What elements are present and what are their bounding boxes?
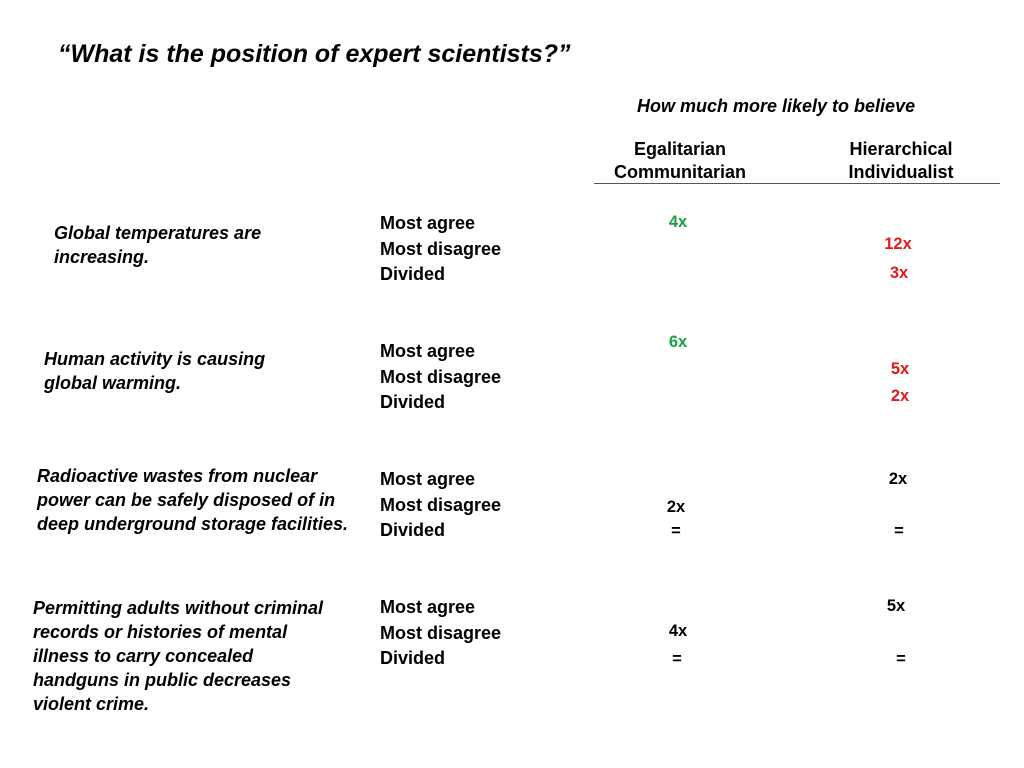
- slide-title: “What is the position of expert scientis…: [58, 40, 571, 68]
- header-divider: [594, 183, 1000, 184]
- option-most-agree: Most agree: [380, 213, 476, 233]
- column-header-line: Hierarchical: [849, 139, 953, 159]
- value-egalitarian-most-disagree: 2x: [666, 498, 686, 516]
- option-divided: Divided: [380, 264, 446, 284]
- value-hierarchical-most-disagree: 5x: [890, 360, 910, 378]
- option-most-disagree: Most disagree: [380, 622, 502, 643]
- option-most-agree: Most agree: [380, 341, 476, 361]
- option-most-agree: Most agree: [380, 469, 476, 489]
- option-divided: Divided: [380, 648, 446, 668]
- value-hierarchical-divided: 2x: [890, 387, 910, 405]
- option-most-disagree: Most disagree: [380, 494, 502, 515]
- value-hierarchical-divided: 3x: [889, 264, 909, 282]
- option-divided: Divided: [380, 392, 446, 412]
- value-egalitarian-divided: =: [672, 650, 682, 668]
- value-hierarchical-most-disagree: 12x: [884, 235, 912, 253]
- value-egalitarian-most-agree: 4x: [668, 213, 688, 231]
- value-hierarchical-divided: =: [894, 522, 904, 540]
- value-hierarchical-divided: =: [896, 650, 906, 668]
- response-options: Most agree Most disagree Divided: [380, 211, 501, 288]
- value-hierarchical-most-agree: 5x: [886, 597, 906, 615]
- value-egalitarian-divided: =: [671, 522, 681, 540]
- statement-global-temperatures: Global temperatures are increasing.: [54, 223, 262, 267]
- column-header-line: Communitarian: [613, 162, 746, 182]
- response-options: Most agree Most disagree Divided: [380, 595, 501, 672]
- response-options: Most agree Most disagree Divided: [380, 339, 501, 416]
- value-hierarchical-most-agree: 2x: [888, 470, 908, 488]
- statement-radioactive-wastes: Radioactive wastes from nuclear power ca…: [37, 466, 349, 534]
- value-egalitarian-most-disagree: 4x: [668, 622, 688, 640]
- column-header-hierarchical-individualist: Hierarchical Individualist: [834, 138, 968, 184]
- response-options: Most agree Most disagree Divided: [380, 467, 501, 544]
- column-header-line: Egalitarian: [633, 139, 727, 159]
- option-most-agree: Most agree: [380, 597, 476, 617]
- column-header-line: Individualist: [848, 162, 954, 182]
- likelihood-subtitle: How much more likely to believe: [637, 96, 916, 116]
- option-most-disagree: Most disagree: [380, 366, 502, 387]
- option-most-disagree: Most disagree: [380, 238, 502, 259]
- statement-concealed-handguns: Permitting adults without criminal recor…: [33, 598, 324, 714]
- statement-human-activity: Human activity is causing global warming…: [44, 349, 266, 393]
- option-divided: Divided: [380, 520, 446, 540]
- column-header-egalitarian-communitarian: Egalitarian Communitarian: [604, 138, 756, 184]
- value-egalitarian-most-agree: 6x: [668, 333, 688, 351]
